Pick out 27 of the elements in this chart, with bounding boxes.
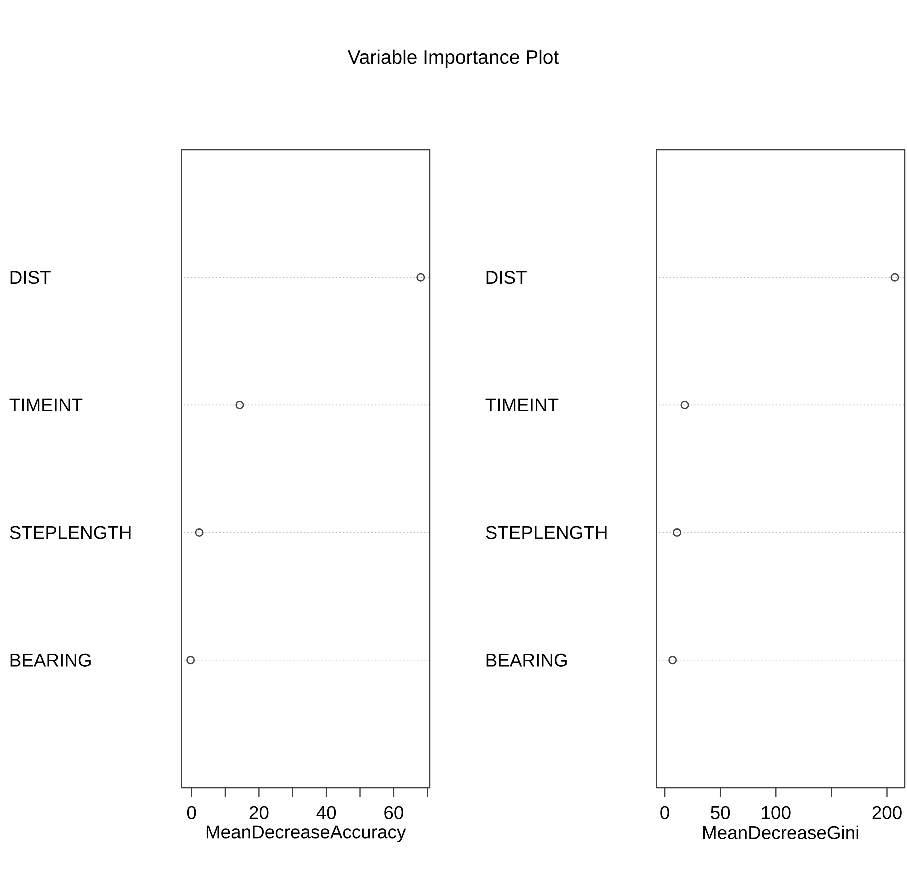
x-tick-label: 20 xyxy=(250,806,269,820)
point xyxy=(668,656,678,665)
x-tick-label: 200 xyxy=(872,806,902,820)
y-tick-label: BEARING xyxy=(486,654,567,667)
y-tick-label: DIST xyxy=(486,271,527,284)
chart-title: Variable Importance Plot xyxy=(348,50,559,68)
x-axis-title: MeanDecreaseGini xyxy=(703,826,858,840)
point xyxy=(236,400,244,410)
x-tick-label: 0 xyxy=(187,806,196,820)
point xyxy=(680,400,690,410)
x-tick-label: 100 xyxy=(762,806,791,820)
x-tick-label: 0 xyxy=(660,806,670,820)
y-tick-label: DIST xyxy=(10,271,51,284)
y-tick-label: BEARING xyxy=(10,654,91,667)
y-tick-label: TIMEINT xyxy=(10,398,83,412)
x-tick-label: 60 xyxy=(384,806,404,820)
point xyxy=(890,273,900,282)
y-tick-label: STEPLENGTH xyxy=(10,526,131,540)
point xyxy=(416,273,426,282)
y-tick-label: STEPLENGTH xyxy=(486,526,607,540)
y-tick-label: TIMEINT xyxy=(486,398,559,412)
x-axis-title: MeanDecreaseAccuracy xyxy=(206,826,406,842)
x-tick-label: 40 xyxy=(316,806,336,820)
point xyxy=(673,528,682,538)
point xyxy=(186,656,196,665)
x-tick-label: 50 xyxy=(711,806,730,820)
point xyxy=(195,528,204,538)
